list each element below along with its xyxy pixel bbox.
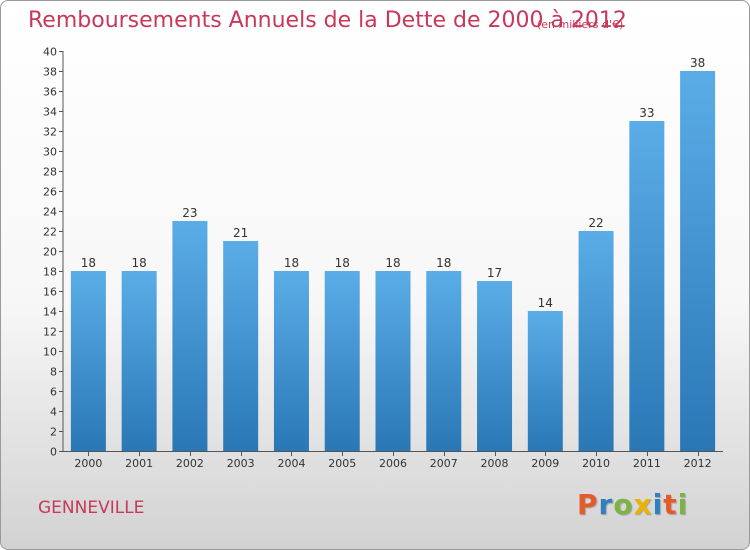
bar — [578, 231, 614, 451]
x-tick-label: 2000 — [74, 457, 102, 470]
data-label: 22 — [588, 216, 603, 230]
bar — [172, 221, 208, 451]
logo-letter: i — [652, 488, 664, 521]
y-tick-label: 18 — [43, 266, 57, 279]
x-tick-label: 2001 — [125, 457, 153, 470]
logo-letter: r — [598, 488, 614, 521]
y-tick-label: 28 — [43, 166, 57, 179]
bar — [629, 121, 665, 451]
proxiti-logo: Proxiti — [577, 488, 688, 521]
data-labels: 18 18 23 21 18 18 18 18 17 14 22 33 38 — [81, 56, 706, 310]
x-tick-label: 2007 — [430, 457, 458, 470]
y-tick-label: 24 — [43, 206, 57, 219]
data-label: 18 — [436, 256, 451, 270]
y-tick-label: 12 — [43, 326, 57, 339]
y-tick-label: 40 — [43, 46, 57, 59]
logo-letter: P — [577, 488, 599, 521]
data-label: 18 — [132, 256, 147, 270]
x-tick-label: 2002 — [176, 457, 204, 470]
y-tick-label: 8 — [50, 366, 57, 379]
data-label: 18 — [385, 256, 400, 270]
bar — [680, 71, 716, 451]
y-tick-label: 26 — [43, 186, 57, 199]
chart-subtitle: (en milliers d'€) — [537, 18, 624, 31]
commune-name: GENNEVILLE — [38, 498, 145, 518]
data-label: 14 — [538, 296, 553, 310]
y-tick-label: 2 — [50, 426, 57, 439]
y-tick-label: 6 — [50, 386, 57, 399]
bar — [426, 271, 462, 451]
y-tick-label: 0 — [50, 446, 57, 459]
x-tick-label: 2003 — [227, 457, 255, 470]
data-label: 18 — [81, 256, 96, 270]
x-tick-label: 2006 — [379, 457, 407, 470]
logo-letter: x — [633, 488, 653, 521]
x-tick-label: 2005 — [328, 457, 356, 470]
axes: 0246810121416182022242628303234363840200… — [43, 46, 723, 470]
data-label: 38 — [690, 56, 705, 70]
x-tick-label: 2011 — [633, 457, 661, 470]
data-label: 23 — [182, 206, 197, 220]
x-tick-label: 2012 — [684, 457, 712, 470]
data-label: 18 — [284, 256, 299, 270]
y-tick-label: 38 — [43, 66, 57, 79]
logo-letter: o — [613, 488, 634, 521]
x-tick-label: 2004 — [277, 457, 305, 470]
y-tick-label: 32 — [43, 126, 57, 139]
bar — [375, 271, 411, 451]
y-tick-label: 20 — [43, 246, 57, 259]
y-tick-label: 36 — [43, 86, 57, 99]
y-tick-label: 16 — [43, 286, 57, 299]
y-tick-label: 10 — [43, 346, 57, 359]
bar — [121, 271, 157, 451]
data-label: 21 — [233, 226, 248, 240]
data-label: 33 — [639, 106, 654, 120]
chart-title: Remboursements Annuels de la Dette de 20… — [28, 8, 627, 33]
x-tick-label: 2010 — [582, 457, 610, 470]
bar — [527, 311, 563, 451]
y-tick-label: 34 — [43, 106, 57, 119]
bar — [223, 241, 259, 451]
logo-letter: t — [663, 488, 678, 521]
y-tick-label: 22 — [43, 226, 57, 239]
bar — [273, 271, 309, 451]
logo-letter: i — [677, 488, 689, 521]
data-label: 17 — [487, 266, 502, 280]
x-tick-label: 2008 — [481, 457, 509, 470]
bar — [324, 271, 360, 451]
x-tick-label: 2009 — [531, 457, 559, 470]
y-tick-label: 14 — [43, 306, 57, 319]
bar — [70, 271, 106, 451]
y-tick-label: 30 — [43, 146, 57, 159]
bars — [70, 71, 716, 451]
data-label: 18 — [335, 256, 350, 270]
y-tick-label: 4 — [50, 406, 57, 419]
bar — [477, 281, 513, 451]
